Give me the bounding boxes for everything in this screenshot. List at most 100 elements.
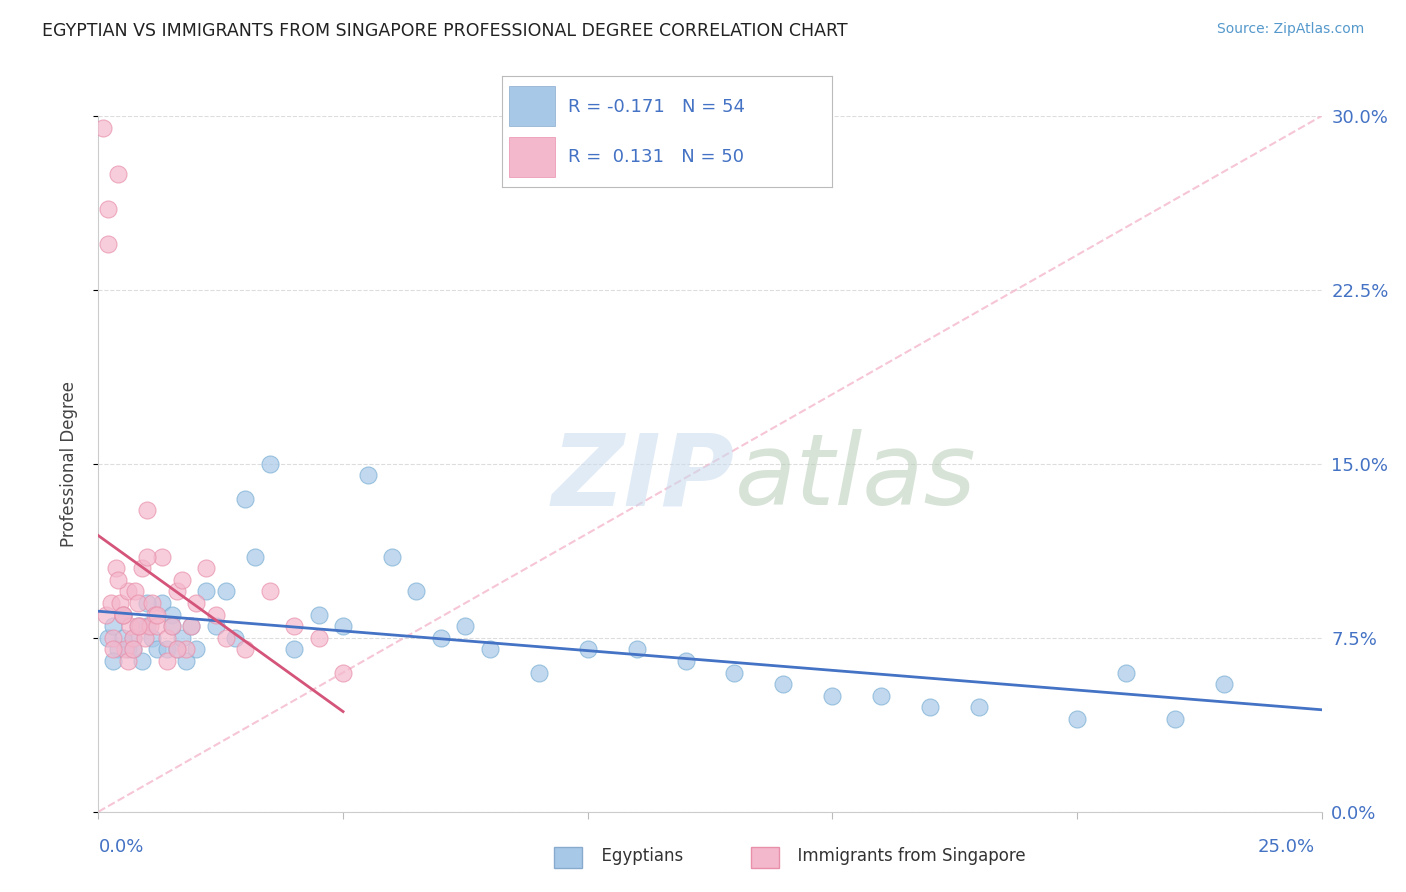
Point [170, 631, 193, 645]
Point [136, 596, 159, 610]
Point [101, 619, 124, 633]
Point [160, 619, 183, 633]
Text: R = -0.171   N = 54: R = -0.171 N = 54 [568, 97, 745, 116]
FancyBboxPatch shape [509, 86, 555, 126]
Text: 0.0%: 0.0% [98, 838, 143, 856]
Point [131, 654, 153, 668]
Point [110, 596, 132, 610]
Point [94, 607, 117, 622]
Point [430, 631, 453, 645]
Point [114, 642, 136, 657]
Point [143, 607, 166, 622]
Point [186, 642, 208, 657]
Point [117, 584, 139, 599]
Point [821, 689, 844, 703]
Point [97, 631, 120, 645]
Point [111, 607, 134, 622]
Point [104, 561, 127, 575]
Point [405, 584, 427, 599]
Point [233, 491, 256, 506]
Point [124, 584, 146, 599]
Point [205, 607, 228, 622]
Point [166, 584, 188, 599]
Point [176, 642, 198, 657]
Point [134, 631, 156, 645]
Point [117, 654, 139, 668]
Point [156, 654, 179, 668]
Point [127, 619, 149, 633]
Point [527, 665, 550, 680]
Point [308, 631, 330, 645]
Point [127, 619, 149, 633]
Text: 25.0%: 25.0% [1257, 838, 1315, 856]
Point [332, 665, 354, 680]
Point [160, 607, 183, 622]
Point [141, 631, 163, 645]
Point [723, 665, 745, 680]
Point [156, 642, 179, 657]
Point [1212, 677, 1234, 691]
Point [111, 607, 134, 622]
Point [195, 584, 218, 599]
Point [478, 642, 501, 657]
Point [127, 596, 149, 610]
Point [180, 619, 202, 633]
Point [180, 619, 202, 633]
Point [381, 549, 404, 564]
Point [214, 631, 236, 645]
Point [454, 619, 477, 633]
Point [1115, 665, 1137, 680]
Point [160, 619, 183, 633]
Point [150, 549, 173, 564]
Text: Immigrants from Singapore: Immigrants from Singapore [787, 847, 1026, 865]
Point [1164, 712, 1187, 726]
Point [121, 631, 143, 645]
Text: R =  0.131   N = 50: R = 0.131 N = 50 [568, 148, 744, 166]
Point [308, 607, 330, 622]
Point [129, 619, 152, 633]
Point [101, 642, 124, 657]
Point [356, 468, 378, 483]
Point [332, 619, 354, 633]
Point [195, 561, 218, 575]
Text: atlas: atlas [734, 429, 976, 526]
Text: EGYPTIAN VS IMMIGRANTS FROM SINGAPORE PROFESSIONAL DEGREE CORRELATION CHART: EGYPTIAN VS IMMIGRANTS FROM SINGAPORE PR… [42, 22, 848, 40]
Point [259, 584, 281, 599]
Point [97, 236, 120, 251]
FancyBboxPatch shape [509, 137, 555, 178]
Point [141, 596, 163, 610]
Point [136, 549, 159, 564]
Point [920, 700, 942, 714]
Point [675, 654, 697, 668]
Point [283, 619, 305, 633]
Point [107, 167, 129, 181]
Point [233, 642, 256, 657]
Point [91, 120, 114, 135]
Point [259, 457, 281, 471]
Point [156, 631, 179, 645]
Point [97, 202, 120, 216]
Point [224, 631, 246, 645]
Point [146, 619, 169, 633]
Point [1066, 712, 1088, 726]
Point [139, 619, 162, 633]
Text: Source: ZipAtlas.com: Source: ZipAtlas.com [1216, 22, 1364, 37]
Point [626, 642, 648, 657]
Point [166, 642, 188, 657]
Point [107, 642, 129, 657]
Point [121, 642, 143, 657]
Point [100, 596, 122, 610]
Point [772, 677, 794, 691]
Point [176, 654, 198, 668]
Point [166, 642, 188, 657]
Point [170, 573, 193, 587]
Point [107, 573, 129, 587]
Point [101, 654, 124, 668]
Y-axis label: Professional Degree: Professional Degree [59, 381, 77, 547]
Point [205, 619, 228, 633]
Point [117, 642, 139, 657]
Point [111, 607, 134, 622]
Point [121, 631, 143, 645]
Text: ZIP: ZIP [551, 429, 734, 526]
Point [146, 607, 169, 622]
